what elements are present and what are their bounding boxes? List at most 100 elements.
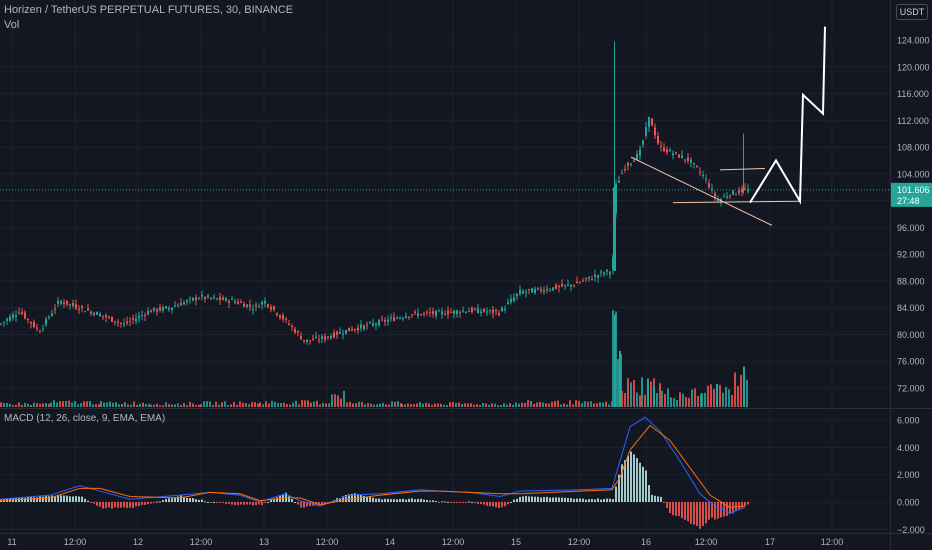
price-tick-label: 80.000 <box>897 330 925 340</box>
macd-histogram-bar <box>393 499 395 502</box>
volume-bar <box>401 404 403 407</box>
macd-histogram-bar <box>117 502 119 508</box>
macd-histogram-bar <box>126 502 128 508</box>
volume-bar <box>503 403 505 407</box>
candle-body <box>438 311 440 312</box>
volume-bar <box>455 403 457 407</box>
macd-histogram-bar <box>69 496 71 502</box>
macd-histogram-bar <box>612 499 614 502</box>
macd-histogram-bar <box>93 502 95 504</box>
macd-histogram-bar <box>159 501 161 502</box>
volume-bar <box>656 393 658 407</box>
candle-body <box>210 298 212 299</box>
macd-histogram-bar <box>207 502 209 503</box>
candle-body <box>21 312 23 314</box>
macd-histogram-bar <box>528 496 530 502</box>
volume-bar <box>667 388 669 407</box>
candle-body <box>72 303 74 306</box>
macd-histogram-bar <box>249 502 251 504</box>
candle-body <box>648 117 650 127</box>
price-tick-label: 92.000 <box>897 250 925 260</box>
candle-body <box>195 298 197 301</box>
macd-histogram-bar <box>540 498 542 502</box>
volume-bar <box>203 401 205 407</box>
candle-body <box>456 311 458 315</box>
macd-histogram-bar <box>222 502 224 503</box>
candle-body <box>174 306 176 307</box>
candle-body <box>270 307 272 309</box>
candle-body <box>138 316 140 318</box>
volume-bar <box>376 404 378 407</box>
volume-bar <box>575 400 577 407</box>
candle-body <box>390 318 392 319</box>
candle-body <box>81 306 83 308</box>
macd-histogram-bar <box>447 502 449 503</box>
candle-body <box>198 298 200 299</box>
candle-body <box>285 319 287 320</box>
candle-body <box>630 164 632 165</box>
volume-bar <box>413 404 415 407</box>
candle-body <box>153 308 155 311</box>
macd-histogram-bar <box>507 502 509 504</box>
volume-bar <box>86 401 88 407</box>
candle-body <box>207 295 209 297</box>
candle-body <box>87 308 89 310</box>
candle-body <box>147 311 149 315</box>
volume-bar <box>627 378 629 407</box>
macd-histogram-bar <box>636 458 638 502</box>
volume-bar <box>195 405 197 407</box>
volume-bar <box>74 401 76 407</box>
volume-bar <box>473 405 475 407</box>
volume-bar <box>265 401 267 407</box>
volume-bar <box>36 403 38 407</box>
volume-bar <box>150 405 152 407</box>
volume-bar <box>65 401 67 407</box>
macd-histogram-bar <box>513 500 515 502</box>
candle-body <box>225 298 227 301</box>
volume-bar <box>337 395 339 407</box>
candle-body <box>279 315 281 318</box>
candle-body <box>315 337 317 338</box>
volume-bar <box>572 404 574 407</box>
volume-bar <box>21 405 23 407</box>
volume-bar <box>545 403 547 407</box>
candle-body <box>408 317 410 318</box>
candle-body <box>3 322 5 323</box>
macd-histogram-bar <box>291 499 293 502</box>
candle-body <box>60 301 62 303</box>
currency-selector[interactable]: USDT <box>896 4 928 20</box>
volume-bar <box>746 380 748 407</box>
macd-tick-label: 2.000 <box>897 470 920 480</box>
macd-histogram-bar <box>585 500 587 502</box>
volume-bar <box>358 402 360 407</box>
candle-body <box>693 163 695 164</box>
macd-histogram-bar <box>483 502 485 505</box>
volume-bar <box>77 404 79 407</box>
volume-bar <box>624 393 626 407</box>
candle-body <box>171 308 173 310</box>
candle-body <box>717 200 719 201</box>
candle-body <box>144 315 146 316</box>
candle-body <box>48 317 50 318</box>
candle-body <box>66 301 68 305</box>
volume-spike <box>743 367 745 407</box>
volume-bar <box>497 405 499 407</box>
macd-histogram-bar <box>414 499 416 502</box>
candle-body <box>276 313 278 315</box>
candle-body <box>399 318 401 319</box>
candle-body <box>594 275 596 277</box>
macd-histogram-bar <box>705 502 707 523</box>
volume-bar <box>331 394 333 407</box>
volume-bar <box>153 405 155 407</box>
macd-histogram-bar <box>57 495 59 502</box>
candle-body <box>18 313 20 314</box>
candle-body <box>597 275 599 278</box>
macd-histogram-bar <box>105 502 107 508</box>
candle-body <box>165 306 167 308</box>
candle-body <box>699 172 701 173</box>
macd-histogram-bar <box>477 502 479 504</box>
candle-body <box>522 291 524 293</box>
volume-bar <box>707 386 709 407</box>
candle-body <box>642 141 644 145</box>
